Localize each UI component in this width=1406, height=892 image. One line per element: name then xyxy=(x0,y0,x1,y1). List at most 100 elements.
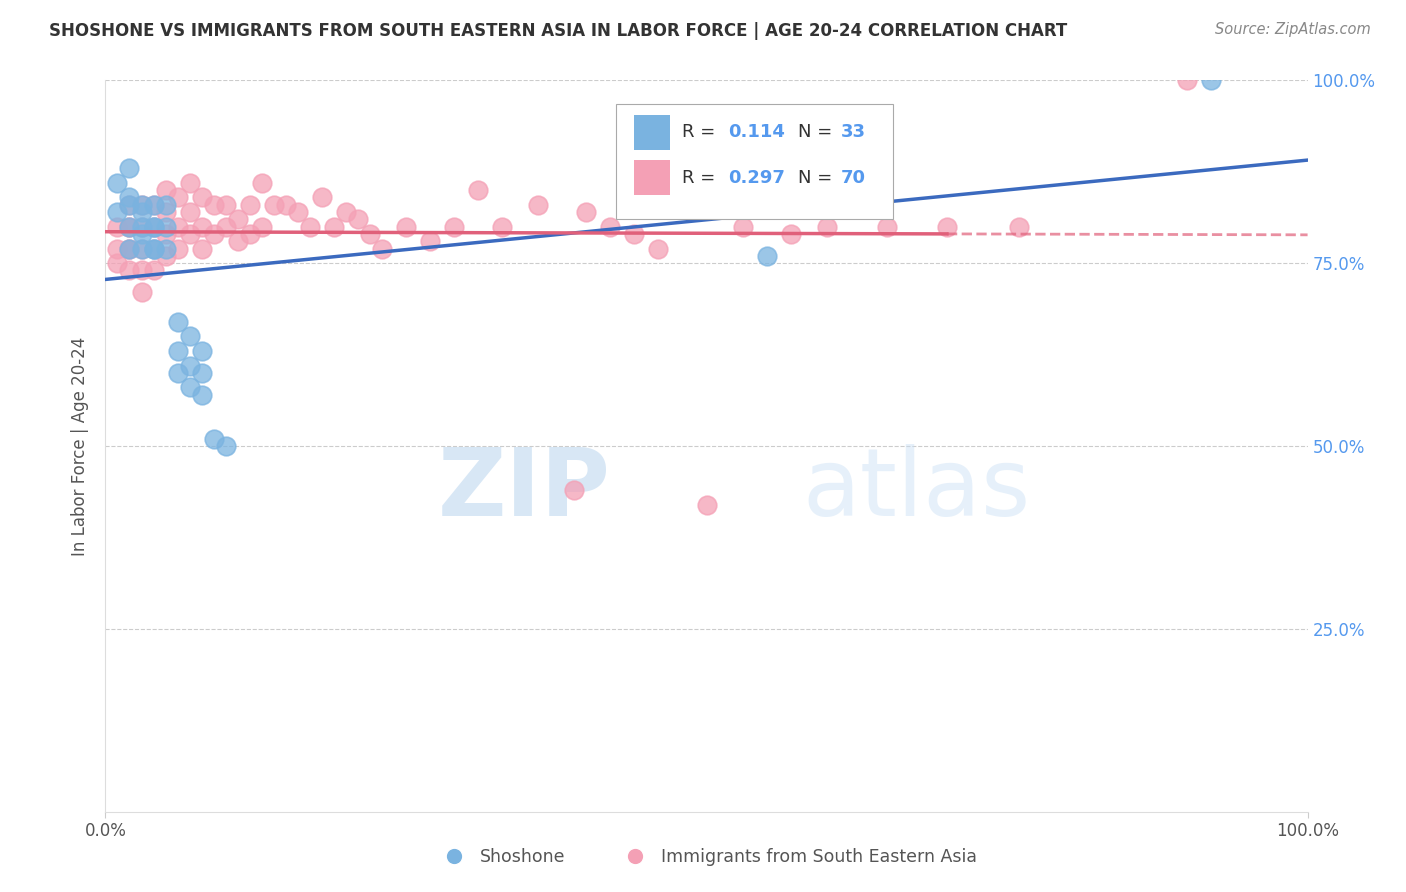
Point xyxy=(142,242,165,256)
Text: 0.297: 0.297 xyxy=(728,169,785,186)
Point xyxy=(107,176,129,190)
Point xyxy=(527,197,550,211)
Point xyxy=(755,249,778,263)
Point xyxy=(179,329,201,343)
Text: R =: R = xyxy=(682,169,721,186)
Point xyxy=(214,219,236,234)
Point xyxy=(419,234,441,248)
Text: 70: 70 xyxy=(841,169,866,186)
Point xyxy=(131,205,153,219)
FancyBboxPatch shape xyxy=(634,160,671,195)
Point xyxy=(179,227,201,241)
Point xyxy=(142,197,165,211)
Point xyxy=(1175,73,1198,87)
Point xyxy=(118,197,141,211)
Text: N =: N = xyxy=(797,169,838,186)
Point xyxy=(107,219,129,234)
Point xyxy=(131,219,153,234)
Point xyxy=(1201,73,1223,87)
FancyBboxPatch shape xyxy=(616,103,893,219)
Point xyxy=(395,219,418,234)
Point xyxy=(190,242,212,256)
Point xyxy=(131,197,153,211)
Point xyxy=(239,227,262,241)
Point xyxy=(118,219,141,234)
Point xyxy=(142,219,165,234)
Point xyxy=(131,242,153,256)
Point xyxy=(250,176,273,190)
Point xyxy=(131,219,153,234)
Point xyxy=(250,219,273,234)
Point xyxy=(876,219,898,234)
Text: Source: ZipAtlas.com: Source: ZipAtlas.com xyxy=(1215,22,1371,37)
Point xyxy=(142,197,165,211)
Point xyxy=(190,388,212,402)
Point xyxy=(322,219,344,234)
Point xyxy=(347,212,370,227)
Point xyxy=(166,190,188,204)
Point xyxy=(155,197,177,211)
Point xyxy=(107,256,129,270)
Point xyxy=(298,219,321,234)
Point xyxy=(936,219,959,234)
Point xyxy=(142,242,165,256)
Point xyxy=(131,197,153,211)
Point xyxy=(166,242,188,256)
Point xyxy=(179,205,201,219)
Point xyxy=(190,190,212,204)
Text: ZIP: ZIP xyxy=(437,444,610,536)
Point xyxy=(202,432,225,446)
Point xyxy=(179,176,201,190)
Point xyxy=(190,219,212,234)
Point xyxy=(118,242,141,256)
Point xyxy=(155,219,177,234)
Legend: Shoshone, Immigrants from South Eastern Asia: Shoshone, Immigrants from South Eastern … xyxy=(429,840,984,872)
Point xyxy=(214,197,236,211)
Point xyxy=(779,227,801,241)
Point xyxy=(190,366,212,380)
Point xyxy=(166,366,188,380)
Point xyxy=(214,439,236,453)
Point xyxy=(467,183,489,197)
Point xyxy=(371,242,394,256)
Point xyxy=(118,219,141,234)
Point xyxy=(815,219,838,234)
Text: 33: 33 xyxy=(841,123,866,141)
Point xyxy=(107,242,129,256)
Point xyxy=(647,242,669,256)
Point xyxy=(239,197,262,211)
Point xyxy=(118,242,141,256)
Point xyxy=(118,242,141,256)
Point xyxy=(623,227,645,241)
Point xyxy=(202,227,225,241)
Point xyxy=(575,205,598,219)
Point xyxy=(202,197,225,211)
Point xyxy=(155,205,177,219)
Point xyxy=(731,219,754,234)
Point xyxy=(142,219,165,234)
Point xyxy=(155,242,177,256)
Point xyxy=(179,359,201,373)
Point xyxy=(155,183,177,197)
Point xyxy=(335,205,357,219)
Y-axis label: In Labor Force | Age 20-24: In Labor Force | Age 20-24 xyxy=(72,336,90,556)
Point xyxy=(599,219,621,234)
Point xyxy=(118,190,141,204)
Point xyxy=(118,263,141,277)
Point xyxy=(142,242,165,256)
Point xyxy=(166,343,188,358)
Text: N =: N = xyxy=(797,123,838,141)
Point xyxy=(226,234,249,248)
Point xyxy=(131,285,153,300)
Point xyxy=(226,212,249,227)
Point xyxy=(155,249,177,263)
Text: 0.114: 0.114 xyxy=(728,123,785,141)
Point xyxy=(359,227,381,241)
Point xyxy=(491,219,513,234)
Point xyxy=(443,219,465,234)
Point xyxy=(155,227,177,241)
Point xyxy=(118,197,141,211)
Point xyxy=(562,483,585,497)
Point xyxy=(142,219,165,234)
Point xyxy=(131,263,153,277)
